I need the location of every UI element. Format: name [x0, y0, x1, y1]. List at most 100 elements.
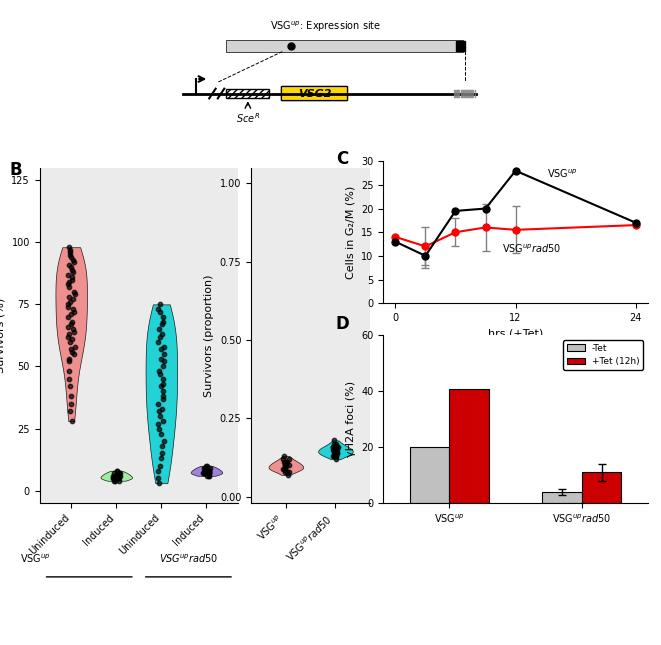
- Point: [157, 379, 168, 389]
- Point: [67, 272, 77, 282]
- Point: [284, 461, 294, 471]
- Point: [66, 344, 77, 354]
- Point: [154, 369, 165, 379]
- Point: [157, 361, 168, 372]
- Text: VSG$^{up}$: VSG$^{up}$: [20, 553, 51, 566]
- Point: [153, 304, 163, 315]
- Bar: [542, 492, 582, 503]
- Point: [63, 279, 73, 290]
- Point: [328, 444, 338, 455]
- Point: [204, 468, 215, 479]
- Point: [331, 439, 342, 449]
- Point: [66, 346, 77, 357]
- Point: [67, 264, 77, 275]
- Point: [67, 416, 77, 426]
- Point: [329, 448, 340, 458]
- Point: [65, 297, 75, 307]
- Point: [157, 448, 167, 459]
- Y-axis label: Survivors (%): Survivors (%): [0, 298, 6, 373]
- Point: [68, 255, 79, 265]
- Point: [108, 473, 118, 483]
- Point: [204, 468, 215, 479]
- Point: [108, 471, 118, 481]
- Point: [280, 461, 291, 471]
- Point: [64, 329, 75, 339]
- Point: [111, 466, 122, 476]
- FancyBboxPatch shape: [282, 86, 348, 101]
- Point: [327, 442, 338, 452]
- Point: [63, 302, 73, 312]
- Point: [156, 354, 167, 364]
- Point: [279, 464, 290, 474]
- Y-axis label: Survivors (proportion): Survivors (proportion): [204, 274, 214, 397]
- Text: VSG$^{up}$$\it{rad50}$: VSG$^{up}$$\it{rad50}$: [502, 243, 562, 255]
- Point: [156, 344, 167, 354]
- Point: [202, 461, 213, 471]
- Point: [330, 454, 341, 464]
- Text: B: B: [10, 161, 22, 179]
- Point: [329, 451, 339, 461]
- Point: [65, 247, 75, 257]
- Point: [153, 337, 163, 347]
- Point: [114, 471, 125, 481]
- Point: [153, 399, 163, 409]
- Point: [329, 444, 339, 455]
- Point: [109, 468, 120, 479]
- Point: [109, 473, 120, 483]
- Point: [283, 454, 293, 464]
- Point: [114, 475, 124, 486]
- Point: [158, 373, 169, 384]
- Point: [201, 463, 212, 473]
- Point: [155, 299, 165, 310]
- Point: [113, 473, 124, 483]
- Point: [281, 461, 292, 471]
- Point: [158, 393, 169, 404]
- Point: [63, 242, 74, 252]
- Point: [157, 329, 168, 339]
- Point: [157, 404, 167, 414]
- Point: [329, 444, 339, 455]
- Point: [204, 466, 214, 476]
- Point: [278, 464, 288, 474]
- Point: [283, 470, 293, 480]
- Point: [329, 448, 340, 458]
- Point: [69, 306, 79, 317]
- Point: [278, 454, 288, 464]
- Text: VSG$^{up}$: VSG$^{up}$: [547, 168, 578, 181]
- Point: [110, 475, 120, 486]
- Point: [153, 478, 164, 488]
- Bar: [226, 40, 463, 52]
- Point: [65, 399, 76, 409]
- Point: [67, 267, 78, 277]
- Point: [278, 457, 289, 468]
- Point: [114, 468, 125, 479]
- Point: [63, 282, 74, 292]
- Point: [202, 471, 212, 481]
- Bar: [410, 447, 449, 503]
- Point: [329, 435, 339, 446]
- Text: VSG2: VSG2: [297, 88, 331, 99]
- Point: [69, 341, 80, 352]
- Point: [110, 473, 120, 483]
- Point: [154, 406, 165, 416]
- Point: [280, 457, 291, 468]
- Point: [69, 289, 80, 299]
- Point: [204, 468, 214, 479]
- Point: [68, 294, 79, 304]
- Point: [157, 319, 168, 330]
- Bar: [449, 388, 489, 503]
- Point: [64, 356, 75, 366]
- Legend: -Tet, +Tet (12h): -Tet, +Tet (12h): [563, 340, 643, 370]
- Point: [158, 317, 169, 327]
- Point: [204, 463, 215, 473]
- Point: [156, 441, 167, 451]
- Point: [63, 354, 74, 364]
- Point: [65, 250, 75, 260]
- Text: VSG$^{up}$: Expression site: VSG$^{up}$: Expression site: [270, 19, 381, 34]
- Point: [153, 473, 163, 483]
- Point: [66, 262, 77, 272]
- Point: [68, 349, 79, 359]
- Point: [67, 317, 77, 327]
- Point: [328, 442, 338, 452]
- Point: [113, 471, 124, 481]
